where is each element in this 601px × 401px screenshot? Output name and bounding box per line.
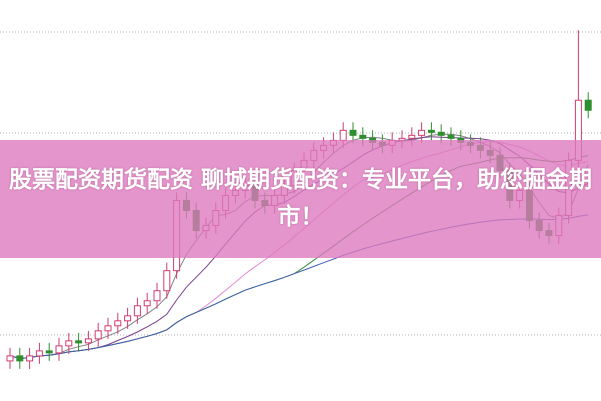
candle-down (75, 340, 83, 344)
candle-up (84, 338, 92, 344)
candle-up (55, 345, 63, 354)
article-title: 股票配资期货配资 聊城期货配资：专业平台，助您掘金期市！ (8, 167, 592, 230)
candle-up (153, 290, 161, 302)
candle-up (65, 340, 73, 347)
candle-up (163, 270, 171, 292)
candle-down (437, 131, 445, 136)
candle-up (418, 129, 426, 136)
candle-up (35, 350, 43, 357)
candle-up (133, 305, 141, 317)
candle-down (359, 134, 367, 139)
candle-down (447, 134, 455, 139)
candle-up (124, 315, 132, 322)
candle-down (16, 355, 24, 362)
candle-up (104, 325, 112, 332)
candle-up (143, 300, 151, 307)
candle-up (26, 355, 34, 362)
candle-up (114, 320, 122, 327)
candle-up (408, 134, 416, 139)
candle-down (584, 99, 592, 111)
title-banner: 股票配资期货配资 聊城期货配资：专业平台，助您掘金期市！ (0, 140, 601, 258)
candle-up (339, 129, 347, 141)
candle-up (94, 330, 102, 340)
candle-down (349, 129, 357, 136)
candle-down (427, 129, 435, 133)
candle-up (6, 355, 14, 362)
candle-down (45, 350, 53, 354)
